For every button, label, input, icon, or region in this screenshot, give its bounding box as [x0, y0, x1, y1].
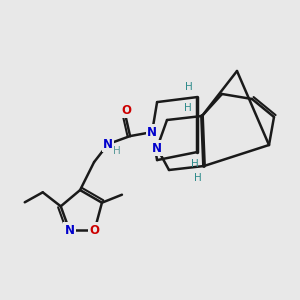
Text: O: O — [121, 103, 131, 117]
Text: N: N — [147, 126, 157, 139]
Text: H: H — [185, 82, 193, 92]
Text: O: O — [90, 224, 100, 236]
Text: H: H — [113, 146, 121, 156]
Text: H: H — [194, 173, 202, 183]
Text: N: N — [152, 142, 162, 154]
Text: N: N — [64, 224, 74, 236]
Text: H: H — [184, 103, 192, 113]
Text: H: H — [191, 159, 199, 169]
Text: N: N — [103, 138, 113, 151]
